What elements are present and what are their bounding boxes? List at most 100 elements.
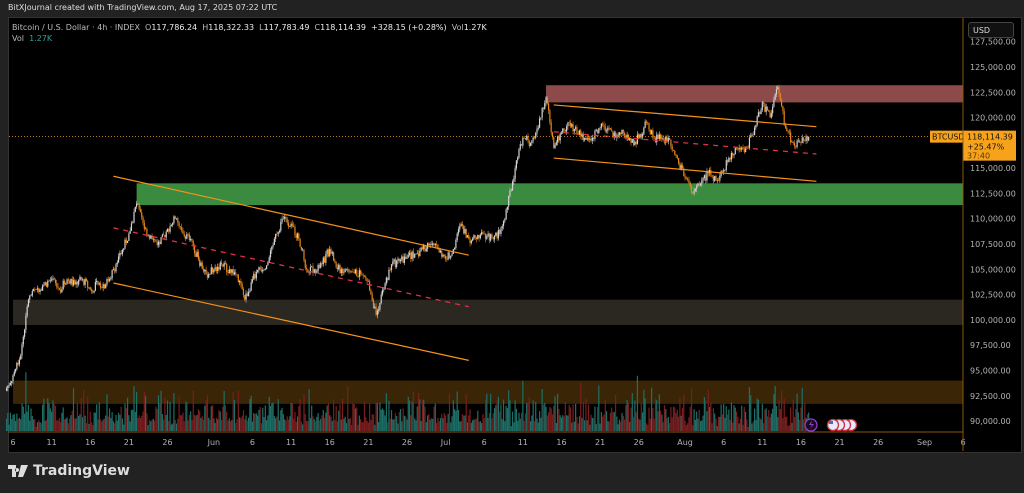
candle[interactable] (447, 252, 449, 260)
candle[interactable] (604, 126, 606, 132)
candle[interactable] (371, 294, 373, 301)
candle[interactable] (519, 144, 521, 150)
candle[interactable] (669, 138, 671, 140)
candle[interactable] (266, 265, 268, 269)
candle[interactable] (644, 121, 646, 128)
candle[interactable] (208, 274, 210, 278)
candle[interactable] (93, 290, 95, 293)
candle[interactable] (258, 267, 260, 271)
symbol-name[interactable]: Bitcoin / U.S. Dollar · 4h · INDEX (12, 23, 140, 32)
candle[interactable] (272, 244, 274, 247)
candle[interactable] (222, 264, 224, 267)
candle[interactable] (454, 248, 456, 250)
candle[interactable] (192, 241, 194, 247)
candle[interactable] (689, 182, 691, 187)
candle[interactable] (232, 269, 234, 275)
candle[interactable] (387, 277, 389, 281)
candle[interactable] (302, 249, 304, 251)
candle[interactable] (308, 272, 310, 273)
candle[interactable] (504, 219, 506, 222)
candle[interactable] (405, 256, 407, 259)
candle[interactable] (432, 243, 434, 246)
candle[interactable] (133, 211, 135, 223)
candle[interactable] (729, 158, 731, 160)
candle[interactable] (267, 262, 269, 266)
candle[interactable] (602, 123, 604, 125)
candle[interactable] (197, 251, 199, 260)
candle[interactable] (213, 269, 215, 273)
candle[interactable] (706, 171, 708, 181)
candle[interactable] (551, 132, 554, 138)
candle[interactable] (667, 138, 669, 142)
candle[interactable] (781, 100, 783, 107)
candle[interactable] (66, 279, 68, 285)
candle[interactable] (182, 230, 184, 234)
candle[interactable] (456, 233, 458, 241)
candle[interactable] (365, 276, 367, 279)
candle[interactable] (643, 127, 645, 135)
candle[interactable] (715, 175, 717, 181)
candle[interactable] (438, 249, 440, 253)
candle[interactable] (309, 267, 312, 273)
candle[interactable] (253, 274, 255, 280)
candle[interactable] (402, 256, 404, 264)
tradingview-logo[interactable]: TradingView (8, 463, 130, 479)
candle[interactable] (27, 299, 30, 307)
candle[interactable] (199, 259, 201, 266)
candle[interactable] (582, 133, 584, 141)
candle[interactable] (139, 209, 142, 213)
candle[interactable] (510, 190, 512, 191)
zone-deep-support[interactable] (13, 380, 963, 404)
candle[interactable] (157, 241, 160, 246)
candle[interactable] (786, 127, 788, 132)
candle[interactable] (362, 275, 364, 276)
candle[interactable] (262, 269, 264, 272)
candle[interactable] (181, 227, 183, 231)
candle[interactable] (44, 282, 46, 285)
candle[interactable] (479, 234, 481, 239)
candle[interactable] (429, 244, 431, 246)
candle[interactable] (112, 269, 115, 271)
candle[interactable] (313, 269, 315, 273)
candle[interactable] (374, 306, 376, 309)
candle[interactable] (80, 276, 82, 280)
candle[interactable] (514, 168, 516, 179)
candle[interactable] (175, 218, 178, 219)
candle[interactable] (569, 122, 572, 127)
candle[interactable] (35, 289, 37, 291)
candle[interactable] (39, 289, 41, 292)
candle[interactable] (782, 106, 784, 112)
candle[interactable] (697, 183, 699, 187)
candle[interactable] (307, 269, 309, 273)
candle[interactable] (45, 282, 48, 287)
candle[interactable] (599, 127, 601, 129)
candle[interactable] (188, 234, 190, 241)
candle[interactable] (698, 183, 700, 186)
candle[interactable] (352, 271, 354, 273)
candle[interactable] (20, 355, 22, 360)
candle[interactable] (397, 258, 399, 261)
candle[interactable] (477, 234, 479, 239)
candle[interactable] (537, 127, 539, 129)
candle[interactable] (448, 252, 451, 259)
candle[interactable] (335, 262, 337, 268)
candle[interactable] (528, 140, 530, 147)
volume-label[interactable]: Vol (12, 34, 24, 43)
candle[interactable] (227, 272, 229, 273)
candle[interactable] (342, 269, 344, 273)
candle[interactable] (799, 140, 801, 143)
candle[interactable] (396, 260, 398, 267)
candle[interactable] (271, 246, 273, 251)
candle[interactable] (187, 234, 189, 235)
candle[interactable] (99, 283, 102, 288)
candle[interactable] (71, 278, 73, 286)
candle[interactable] (154, 238, 156, 240)
candle[interactable] (572, 124, 574, 132)
candle[interactable] (435, 244, 438, 245)
candle[interactable] (407, 255, 409, 258)
candle[interactable] (177, 218, 179, 223)
candle[interactable] (702, 178, 704, 181)
candle[interactable] (67, 279, 69, 281)
candle[interactable] (531, 140, 533, 143)
candle[interactable] (49, 280, 51, 281)
